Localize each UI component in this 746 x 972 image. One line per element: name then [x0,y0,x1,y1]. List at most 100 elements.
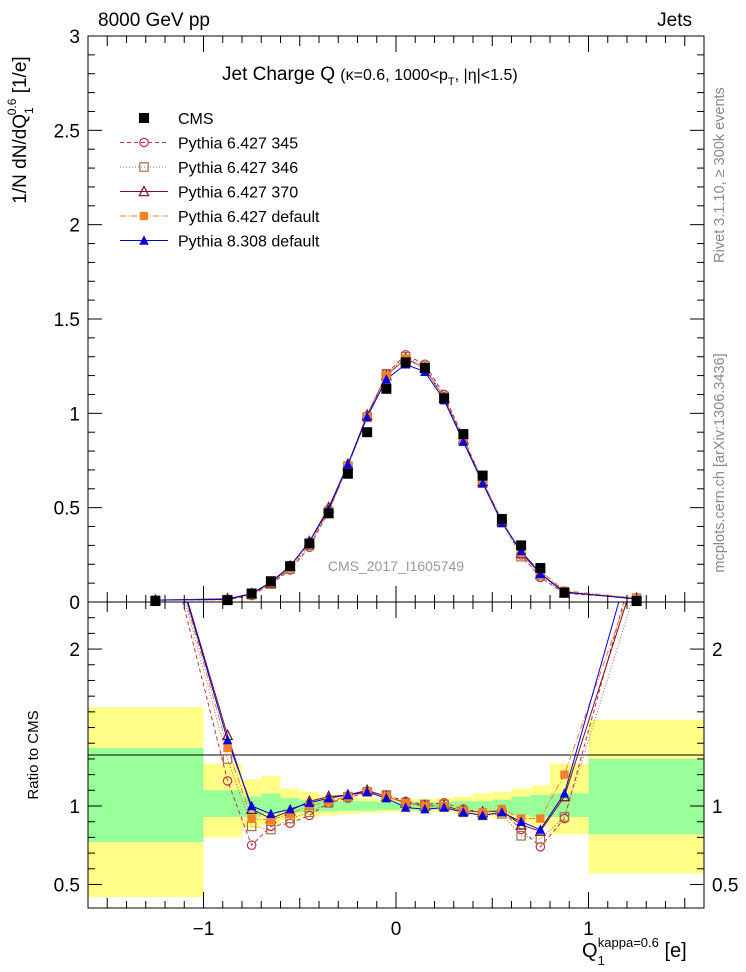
ratio-point-3 [560,770,569,779]
legend-marker [139,137,149,148]
ratio-point-4 [151,487,160,496]
ratio-point-4 [362,786,372,797]
ratio-point-4 [559,788,570,798]
ratio-point-4 [497,807,507,817]
cms-point [362,427,373,438]
analysis-id: CMS_2017_I1605749 [328,558,464,574]
cms-point [381,383,392,394]
ratio-y-tick-label: 2 [69,640,80,661]
ratio-line-1 [184,602,633,840]
cms-point [285,561,296,572]
ratio-point-0 [632,551,640,559]
cms-point [400,357,411,368]
ratio-point-4 [343,789,353,800]
ratio-point-4 [285,803,295,814]
ratio-stat-band [319,800,339,812]
legend-label: CMS [178,111,214,128]
legend-label: Pythia 6.427 370 [178,185,298,202]
ratio-stat-band [530,795,550,817]
main-y-tick-label: 3 [69,27,80,48]
ratio-point-1 [222,754,233,764]
ratio-point-1 [266,824,276,835]
cms-point [304,538,315,549]
ratio-stat-band [261,793,281,814]
ratio-point-1 [535,834,546,844]
legend-marker [139,162,149,172]
cms-point [150,596,161,607]
cms-point [222,595,233,606]
rivet-label: Rivet 3.1.10, ≥ 300k events [712,87,728,263]
ratio-point-4 [381,792,392,803]
ratio-point-4 [246,800,257,811]
main-y-axis: 0 0.5 1 1.5 2 2.5 3 [54,27,704,614]
ratio-point-4 [266,808,276,819]
ratio-point-4 [439,802,449,812]
ratio-y-tick-label-right: 1 [712,797,723,818]
ratio-point-1 [632,582,640,590]
cms-point [265,576,276,587]
ratio-stat-band [338,801,358,811]
ratio-point-4 [420,803,430,814]
ratio-point-4 [400,802,411,812]
ratio-stat-band [88,747,204,843]
ratio-point-4 [535,824,546,834]
ratio-stat-band [376,802,396,810]
ratio-stat-band [357,801,377,811]
ratio-point-4 [458,807,469,817]
legend: CMS Pythia 6.427 345 Pythia 6.427 346 Pythi… [120,111,320,251]
main-point-5 [343,459,353,469]
main-y-axis-label: 1/N dN/dQ10.6 [1/e] [5,56,36,203]
ratio-point-0 [222,776,233,786]
cms-point [458,429,469,440]
x-axis: −1 0 1 [106,36,686,940]
main-point-5 [362,411,372,422]
ratio-point-0 [151,488,159,496]
ratio-series [151,487,641,852]
cms-point [246,588,257,599]
main-panel: 0 0.5 1 1.5 2 2.5 3 1/N dN/dQ10.6 [1/e] Jet Ch… [5,27,705,614]
legend-label: Pythia 6.427 345 [178,136,298,153]
ratio-point-1 [559,812,570,822]
ratio-y-tick-label: 1 [69,797,80,818]
legend-label: Pythia 8.308 default [178,234,320,251]
cms-point [631,596,642,607]
legend-label: Pythia 6.427 default [178,209,320,226]
main-series [149,350,643,607]
ratio-point-3 [536,814,545,823]
main-y-tick-label: 0 [69,593,80,614]
source-label: mcplots.cern.ch [arXiv:1306.3436] [712,353,728,572]
ratio-point-0 [246,840,257,851]
ratio-point-4 [323,792,334,803]
cms-point [496,513,507,524]
main-y-tick-label: 0.5 [54,499,80,520]
cms-point [477,470,488,481]
legend-marker [138,184,150,197]
cms-point [535,563,546,574]
x-tick-label: 1 [583,919,594,940]
ratio-y-axis: 0.5 0.5 1 1 2 2 [54,617,738,896]
cms-point [559,587,570,598]
main-y-tick-label: 1.5 [54,310,80,331]
ratio-point-3 [266,815,276,825]
energy-label: 8000 GeV pp [98,10,210,31]
x-tick-label: 0 [391,919,402,940]
ratio-stat-band [550,793,589,817]
legend-label: Pythia 6.427 346 [178,160,298,177]
ratio-point-3 [223,743,232,753]
legend-marker [139,113,149,123]
ratio-point-4 [222,734,233,745]
main-title: Jet Charge Q (κ=0.6, 1000<pT, |η|<1.5) [222,64,518,88]
cms-point [342,468,353,479]
ratio-point-4 [516,816,526,826]
ratio-point-3 [247,814,256,823]
ratio-point-2 [151,487,160,496]
ratio-stat-band [511,796,531,816]
ratio-stat-band [588,758,704,835]
ratio-y-tick-label-right: 2 [712,640,723,661]
ratio-point-4 [632,534,641,543]
ratio-point-3 [285,809,295,819]
process-label: Jets [657,10,692,31]
main-point-5 [535,568,546,578]
ratio-point-3 [151,488,159,496]
